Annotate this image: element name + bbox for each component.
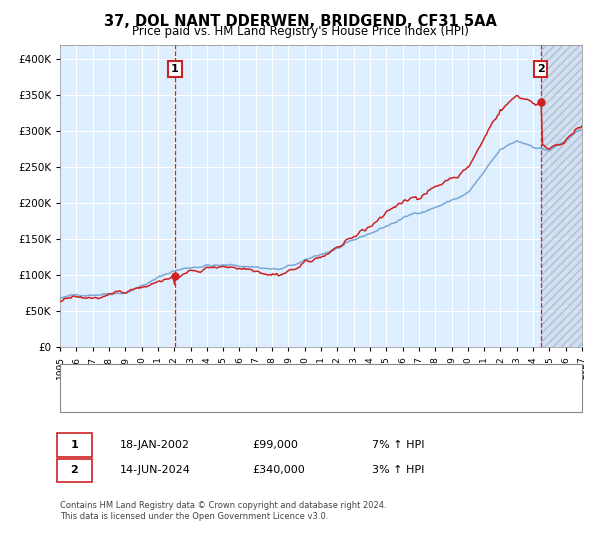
- Text: £340,000: £340,000: [252, 465, 305, 475]
- Text: 1: 1: [171, 64, 179, 74]
- Text: Contains HM Land Registry data © Crown copyright and database right 2024.
This d: Contains HM Land Registry data © Crown c…: [60, 501, 386, 521]
- Text: 37, DOL NANT DDERWEN, BRIDGEND, CF31 5AA (detached house): 37, DOL NANT DDERWEN, BRIDGEND, CF31 5AA…: [114, 372, 446, 382]
- Text: 3% ↑ HPI: 3% ↑ HPI: [372, 465, 424, 475]
- Bar: [541, 45, 582, 347]
- Text: £99,000: £99,000: [252, 440, 298, 450]
- Text: HPI: Average price, detached house, Bridgend: HPI: Average price, detached house, Brid…: [114, 393, 344, 403]
- Text: 18-JAN-2002: 18-JAN-2002: [120, 440, 190, 450]
- Text: 1: 1: [71, 440, 78, 450]
- Text: Price paid vs. HM Land Registry's House Price Index (HPI): Price paid vs. HM Land Registry's House …: [131, 25, 469, 38]
- Text: 2: 2: [71, 465, 78, 475]
- Text: 7% ↑ HPI: 7% ↑ HPI: [372, 440, 425, 450]
- Text: 14-JUN-2024: 14-JUN-2024: [120, 465, 191, 475]
- Text: 37, DOL NANT DDERWEN, BRIDGEND, CF31 5AA: 37, DOL NANT DDERWEN, BRIDGEND, CF31 5AA: [104, 14, 496, 29]
- Text: 2: 2: [536, 64, 544, 74]
